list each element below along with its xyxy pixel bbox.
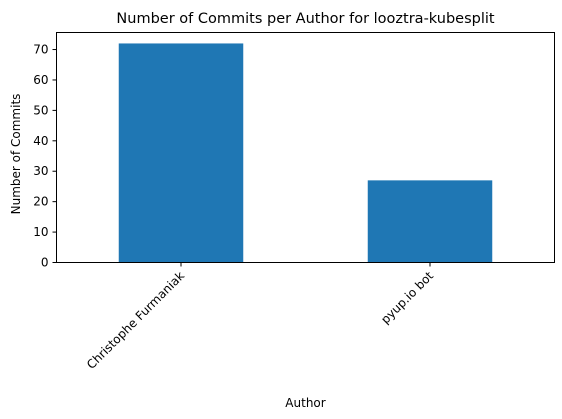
y-tick-label: 50 xyxy=(33,103,48,117)
y-tick-label: 10 xyxy=(33,225,48,239)
x-axis-label: Author xyxy=(285,396,325,410)
y-axis-ticks: 0 10 20 30 40 50 60 70 xyxy=(33,43,57,270)
chart-title: Number of Commits per Author for looztra… xyxy=(116,11,494,27)
x-tick-label: pyup.io bot xyxy=(378,269,436,327)
y-tick-label: 70 xyxy=(33,43,48,57)
x-axis-ticks: Christophe Furmaniak pyup.io bot xyxy=(84,262,436,372)
bar-0 xyxy=(118,43,244,263)
y-axis-label: Number of Commits xyxy=(9,94,23,215)
y-tick-label: 30 xyxy=(33,164,48,178)
bars xyxy=(118,43,493,263)
y-tick-label: 0 xyxy=(41,256,49,270)
y-tick-label: 20 xyxy=(33,195,48,209)
x-tick-label: Christophe Furmaniak xyxy=(84,269,187,372)
plot-frame xyxy=(56,32,555,263)
bar-1 xyxy=(367,180,493,263)
y-tick-label: 40 xyxy=(33,134,48,148)
y-tick-label: 60 xyxy=(33,73,48,87)
